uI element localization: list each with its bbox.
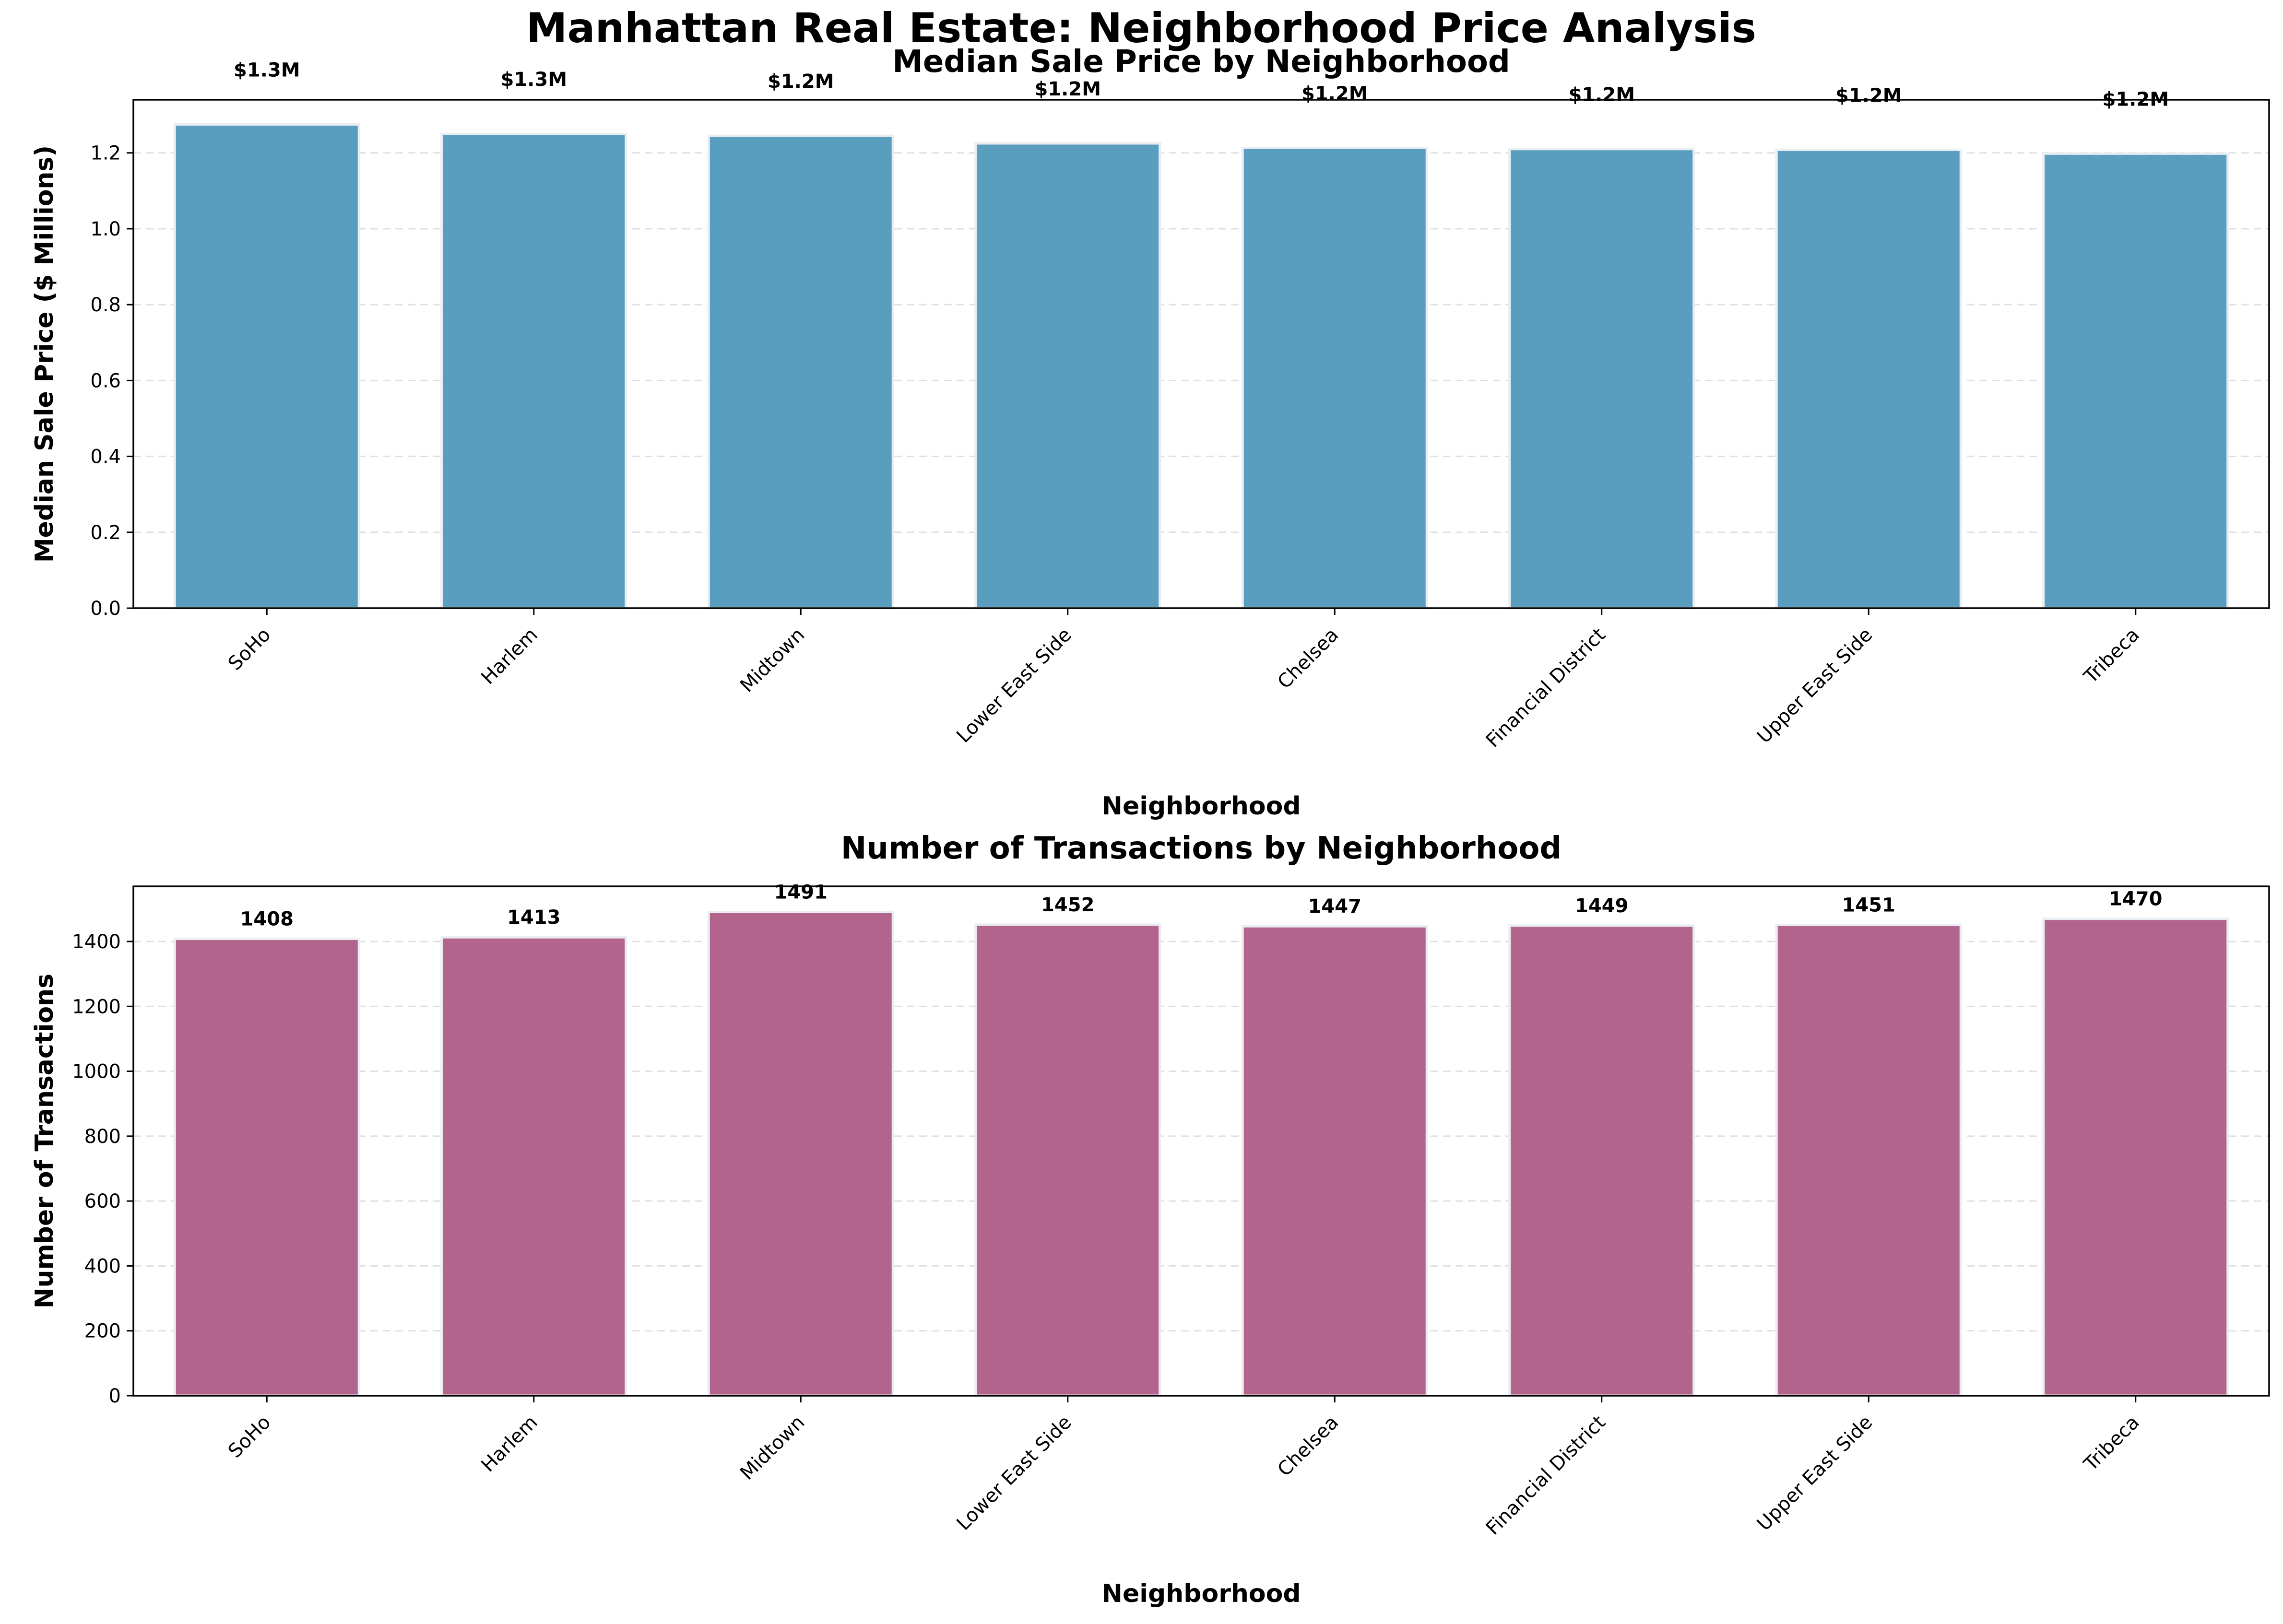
chart-1-bar bbox=[974, 142, 1161, 610]
chart-1-bar bbox=[1775, 148, 1962, 610]
chart-2-data-label: 1451 bbox=[1842, 894, 1895, 916]
chart-2-ytick-label: 1200 bbox=[72, 996, 121, 1018]
chart-2-xtick-label: Tribeca bbox=[2080, 1412, 2144, 1476]
chart-1-ytick-label: 0.2 bbox=[90, 522, 121, 544]
chart-1-bar bbox=[440, 132, 627, 610]
chart-2-x-axis-label: Neighborhood bbox=[1101, 1579, 1301, 1608]
chart-2-bar bbox=[707, 910, 894, 1397]
chart-2-xtick-label: Financial District bbox=[1482, 1412, 1610, 1540]
chart-2-bar bbox=[1775, 923, 1962, 1397]
chart-1-data-label: $1.3M bbox=[234, 59, 300, 81]
chart-1-xtick-label: Upper East Side bbox=[1753, 624, 1877, 748]
chart-1-data-label: $1.2M bbox=[1835, 84, 1902, 106]
chart-2-bar bbox=[173, 938, 360, 1397]
chart-1-data-label: $1.2M bbox=[1035, 78, 1101, 100]
chart-1-data-label: $1.3M bbox=[501, 69, 568, 91]
chart-2-data-label: 1452 bbox=[1041, 894, 1094, 916]
figure-title: Manhattan Real Estate: Neighborhood Pric… bbox=[526, 4, 1756, 52]
chart-1-xtick-label: SoHo bbox=[224, 624, 275, 675]
chart-2-xtick-label: Harlem bbox=[477, 1412, 542, 1477]
chart-1-data-label: $1.2M bbox=[1301, 82, 1368, 105]
chart-2-data-label: 1470 bbox=[2109, 888, 2162, 910]
chart-1-ytick-label: 0.8 bbox=[90, 294, 121, 316]
chart-2-data-label: 1413 bbox=[507, 906, 560, 929]
chart-2-ytick-label: 1000 bbox=[72, 1061, 121, 1083]
chart-2-data-label: 1491 bbox=[774, 881, 828, 903]
chart-2-xtick-label: Chelsea bbox=[1273, 1412, 1343, 1481]
chart-1-axes-frame bbox=[132, 99, 2270, 609]
chart-1-ytick-label: 1.0 bbox=[90, 218, 121, 240]
chart-1-ytick-label: 0.6 bbox=[90, 370, 121, 392]
chart-1-data-label: $1.2M bbox=[768, 71, 834, 93]
chart-1-bar bbox=[707, 134, 894, 610]
chart-2-group: 0 200 400 600 800 1000 1200 1400 1408 SoHo 1413 Har… bbox=[30, 831, 2270, 1608]
chart-2-ytick-label: 200 bbox=[84, 1320, 121, 1342]
chart-1-bar bbox=[1241, 146, 1428, 610]
chart-2-ytick-label: 0 bbox=[109, 1385, 121, 1407]
chart-2-bar bbox=[2042, 918, 2229, 1397]
chart-2-bar bbox=[1241, 925, 1428, 1397]
chart-2-data-label: 1447 bbox=[1308, 895, 1361, 918]
chart-2-xtick-label: Midtown bbox=[736, 1412, 809, 1484]
chart-1-ytick-label: 0.4 bbox=[90, 446, 121, 468]
chart-2-y-axis-label: Number of Transactions bbox=[30, 974, 59, 1308]
chart-2-bar bbox=[974, 923, 1161, 1397]
chart-1-bar bbox=[1508, 148, 1695, 610]
chart-2-xtick-label: SoHo bbox=[224, 1412, 275, 1462]
chart-2-bar bbox=[1508, 924, 1695, 1397]
chart-2-axes-frame bbox=[132, 885, 2270, 1397]
chart-1-data-label: $1.2M bbox=[1569, 84, 1635, 106]
chart-1-xtick-label: Chelsea bbox=[1273, 624, 1343, 694]
chart-2-title: Number of Transactions by Neighborhood bbox=[841, 831, 1561, 866]
chart-1-xtick-label: Lower East Side bbox=[952, 624, 1076, 747]
chart-2-ytick-label: 800 bbox=[84, 1126, 121, 1148]
chart-2-ytick-label: 400 bbox=[84, 1255, 121, 1277]
chart-2-xtick-label: Upper East Side bbox=[1753, 1412, 1877, 1535]
chart-1-xtick-label: Tribeca bbox=[2080, 624, 2144, 688]
chart-1-xtick-label: Harlem bbox=[477, 624, 542, 689]
chart-2-xtick-label: Lower East Side bbox=[952, 1412, 1076, 1535]
chart-2-ytick-label: 1400 bbox=[72, 931, 121, 953]
chart-1-bar bbox=[173, 123, 360, 610]
chart-1-ytick-label: 0.0 bbox=[90, 598, 121, 620]
chart-1-title: Median Sale Price by Neighborhood bbox=[892, 44, 1510, 80]
chart-1-bar bbox=[2042, 152, 2229, 610]
chart-2-data-label: 1408 bbox=[240, 908, 294, 930]
chart-2-bar bbox=[440, 936, 627, 1397]
chart-2-ytick-label: 600 bbox=[84, 1190, 121, 1212]
chart-1-group: 0.0 0.2 0.4 0.6 0.8 1.0 1.2 $1.3M SoHo $1.3M Harle… bbox=[30, 44, 2270, 821]
chart-2-data-label: 1449 bbox=[1575, 895, 1628, 917]
chart-1-y-axis-label: Median Sale Price ($ Millions) bbox=[30, 145, 59, 563]
chart-1-xtick-label: Midtown bbox=[736, 624, 809, 697]
chart-1-ytick-label: 1.2 bbox=[90, 142, 121, 165]
chart-1-x-axis-label: Neighborhood bbox=[1101, 792, 1301, 821]
chart-1-xtick-label: Financial District bbox=[1482, 624, 1610, 752]
